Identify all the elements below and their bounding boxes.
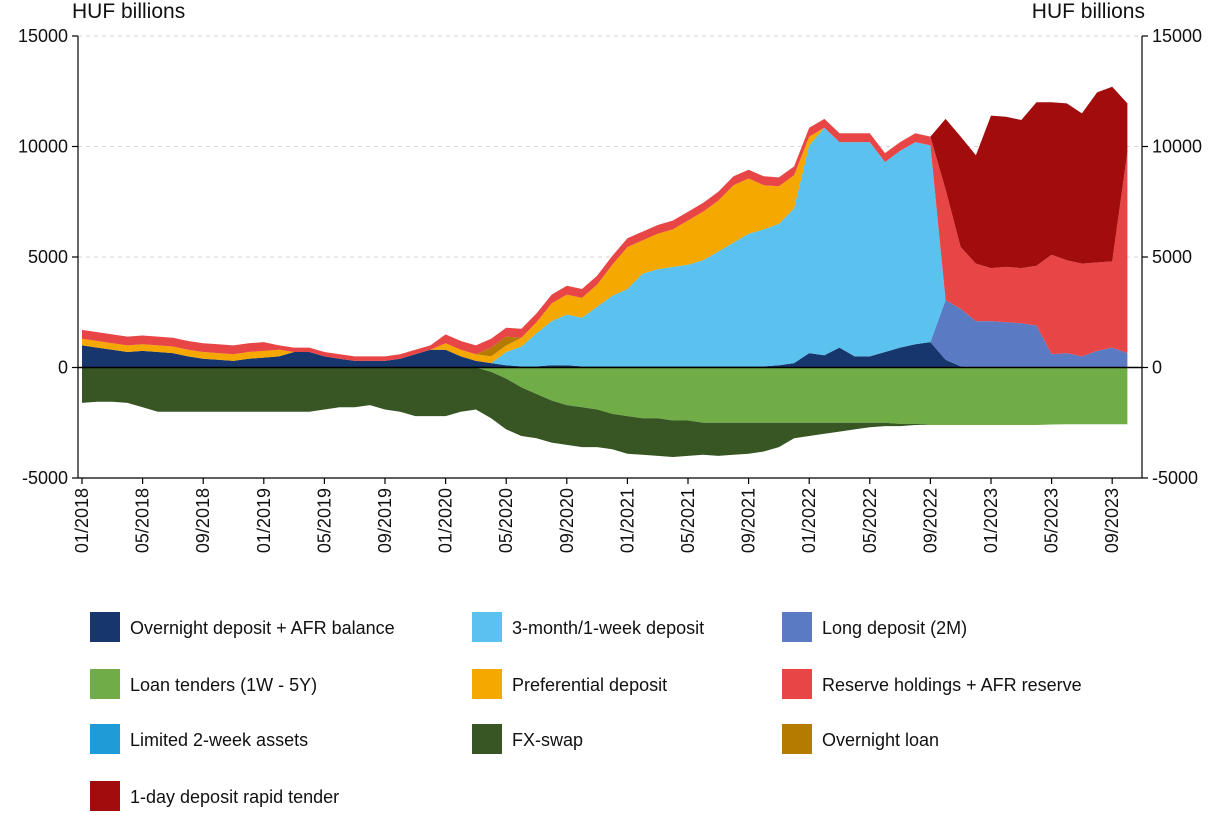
x-tick-label: 01/2020 — [436, 488, 456, 553]
area-series-group — [82, 86, 1128, 457]
legend-label: Limited 2-week assets — [130, 730, 308, 750]
legend-label: Loan tenders (1W - 5Y) — [130, 675, 317, 695]
right-axis-unit-label: HUF billions — [1032, 0, 1145, 23]
legend-label: Overnight loan — [822, 730, 939, 750]
legend-item-overnight-deposit-afr-balance: Overnight deposit + AFR balance — [90, 612, 395, 642]
legend-label: Preferential deposit — [512, 675, 667, 695]
legend-item-reserve-holdings-afr-reserve: Reserve holdings + AFR reserve — [782, 669, 1082, 699]
legend-swatch — [782, 612, 812, 642]
x-tick-label: 09/2018 — [193, 488, 213, 553]
x-tick-label: 05/2023 — [1042, 488, 1062, 553]
y-tick-label-right: 5000 — [1152, 247, 1192, 267]
legend-swatch — [472, 669, 502, 699]
x-tick-label: 05/2020 — [496, 488, 516, 553]
y-tick-label-right: 15000 — [1152, 26, 1202, 46]
x-tick-label: 05/2018 — [133, 488, 153, 553]
area-fx-swap — [82, 367, 1128, 457]
x-tick-label: 09/2021 — [739, 488, 759, 553]
legend-label: 1-day deposit rapid tender — [130, 787, 339, 807]
gridlines — [78, 35, 1142, 258]
x-tick-label: 09/2023 — [1102, 488, 1122, 553]
x-tick-label: 01/2018 — [72, 488, 92, 553]
legend-swatch — [472, 612, 502, 642]
legend-label: Overnight deposit + AFR balance — [130, 618, 395, 638]
y-tick-label-right: -5000 — [1152, 468, 1198, 488]
x-tick-label: 01/2021 — [617, 488, 637, 553]
legend-item-overnight-loan: Overnight loan — [782, 724, 939, 754]
y-tick-label-left: 5000 — [28, 247, 68, 267]
x-tick-label: 01/2022 — [799, 488, 819, 553]
legend-swatch — [90, 612, 120, 642]
y-tick-label-left: 10000 — [18, 137, 68, 157]
legend-item-limited-2-week-assets: Limited 2-week assets — [90, 724, 308, 754]
y-tick-label-left: 15000 — [18, 26, 68, 46]
area-3-month-1-week-deposit — [82, 127, 1128, 367]
legend-item-3-month-1-week-deposit: 3-month/1-week deposit — [472, 612, 704, 642]
legend-label: Long deposit (2M) — [822, 618, 967, 638]
x-tick-label: 01/2023 — [981, 488, 1001, 553]
legend-label: Reserve holdings + AFR reserve — [822, 675, 1082, 695]
legend-item-long-deposit-2m: Long deposit (2M) — [782, 612, 967, 642]
y-tick-label-right: 10000 — [1152, 137, 1202, 157]
y-tick-label-left: -5000 — [22, 468, 68, 488]
area-long-deposit-2m — [82, 300, 1128, 368]
x-tick-label: 05/2021 — [678, 488, 698, 553]
legend-label: FX-swap — [512, 730, 583, 750]
axes: 15000 15000 10000 10000 5000 5000 0 0 -5000 -5000… — [18, 26, 1202, 553]
legend-item-loan-tenders-1w-5y: Loan tenders (1W - 5Y) — [90, 669, 317, 699]
area-loan-tenders-1w-5y — [82, 367, 1128, 425]
legend-swatch — [90, 781, 120, 811]
x-tick-label: 05/2022 — [860, 488, 880, 553]
legend-swatch — [782, 724, 812, 754]
legend-swatch — [782, 669, 812, 699]
x-tick-label: 01/2019 — [254, 488, 274, 553]
legend: Overnight deposit + AFR balance 3-month/1… — [90, 612, 1082, 811]
legend-item-preferential-deposit: Preferential deposit — [472, 669, 667, 699]
x-tick-label: 05/2019 — [314, 488, 334, 553]
y-tick-label-right: 0 — [1152, 358, 1162, 378]
left-axis-unit-label: HUF billions — [72, 0, 185, 23]
legend-swatch — [90, 724, 120, 754]
x-tick-label: 09/2019 — [375, 488, 395, 553]
legend-label: 3-month/1-week deposit — [512, 618, 704, 638]
legend-item-fx-swap: FX-swap — [472, 724, 583, 754]
legend-swatch — [90, 669, 120, 699]
y-tick-label-left: 0 — [58, 358, 68, 378]
x-tick-label: 09/2020 — [557, 488, 577, 553]
area-overnight-deposit-afr-balance — [82, 342, 1128, 368]
legend-swatch — [472, 724, 502, 754]
legend-item-1-day-deposit-rapid-tender: 1-day deposit rapid tender — [90, 781, 339, 811]
x-tick-label: 09/2022 — [920, 488, 940, 553]
